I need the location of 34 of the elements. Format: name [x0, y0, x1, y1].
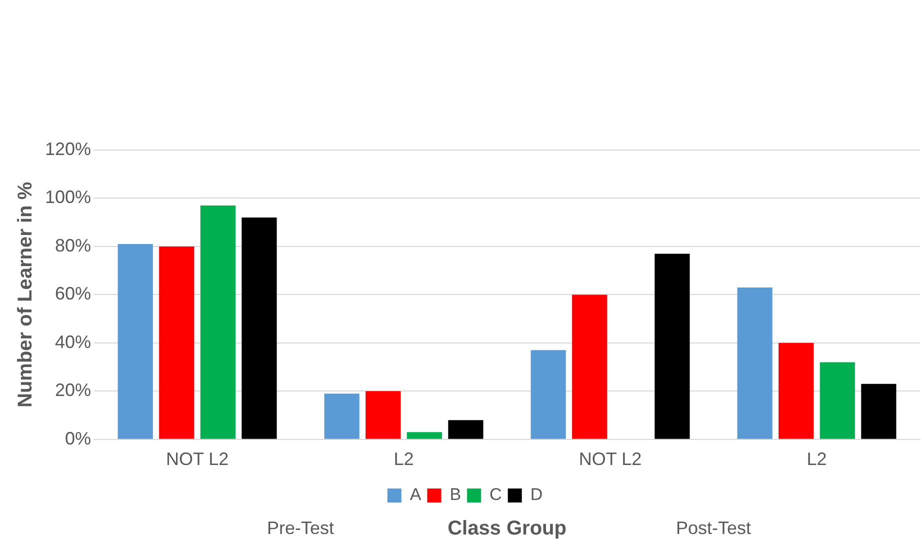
y-tick-label: 80% — [55, 235, 92, 256]
x-tick-label: NOT L2 — [166, 449, 229, 470]
bar — [572, 294, 608, 439]
bar — [159, 246, 194, 439]
x-axis-title: Class Group — [448, 518, 566, 540]
bar — [324, 394, 360, 439]
bar — [118, 244, 153, 439]
bar — [406, 432, 442, 439]
y-tick-label: 20% — [55, 380, 92, 400]
x-tick-label: L2 — [394, 449, 414, 470]
text: Pre-Test — [267, 518, 334, 538]
bar — [242, 218, 277, 439]
legend-label: C — [490, 485, 502, 504]
bar — [737, 287, 772, 439]
y-tick-label: 120% — [44, 138, 92, 159]
bar — [530, 350, 566, 439]
bar — [654, 254, 690, 439]
bar — [778, 342, 814, 439]
bar — [366, 391, 401, 439]
bar — [200, 205, 236, 439]
y-tick-label: 0% — [65, 428, 92, 448]
x-tick-label: NOT L2 — [578, 449, 642, 470]
bar — [820, 362, 855, 439]
legend-label: A — [410, 485, 422, 504]
y-tick-label: 60% — [55, 284, 92, 304]
bar — [448, 420, 484, 439]
y-axis-title: Number of Learner in % — [14, 182, 37, 408]
text: Post-Test — [676, 518, 752, 538]
legend-label: D — [530, 485, 543, 504]
bar — [861, 384, 896, 439]
y-tick-label: 40% — [55, 332, 92, 352]
x-tick-label: L2 — [806, 449, 827, 470]
y-tick-label: 100% — [44, 187, 92, 208]
legend-label: B — [450, 485, 462, 504]
